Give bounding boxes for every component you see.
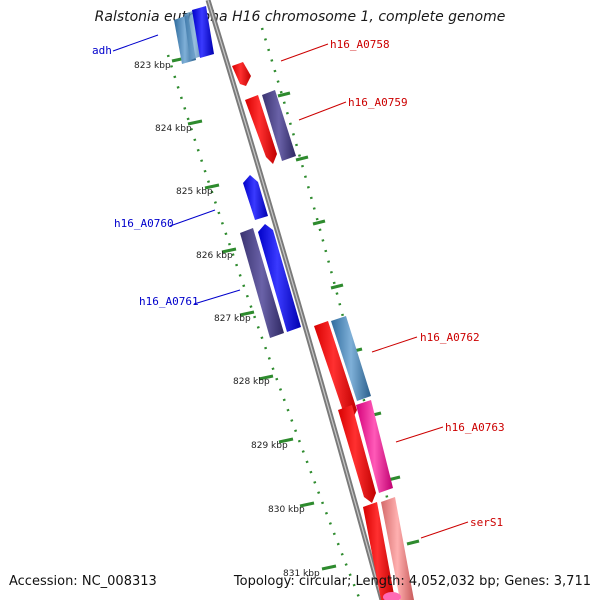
label-serS1[interactable]: serS1 bbox=[470, 516, 503, 529]
gene-h16-A0758[interactable] bbox=[232, 62, 251, 86]
label-h16-A0758[interactable]: h16_A0758 bbox=[330, 38, 390, 51]
reverse-strand-features bbox=[174, 6, 301, 338]
inner-tick-ring bbox=[166, 54, 362, 600]
label-h16-A0759[interactable]: h16_A0759 bbox=[348, 96, 408, 109]
gene-serS1[interactable] bbox=[381, 497, 414, 600]
chromosome-backbone-highlight bbox=[207, 0, 383, 600]
tick-label-829: 829 kbp bbox=[251, 441, 288, 451]
genes-text: Genes: 3,711 bbox=[496, 574, 591, 589]
length-text: Length: 4,052,032 bp bbox=[347, 574, 496, 589]
label-h16-A0761[interactable]: h16_A0761 bbox=[139, 295, 199, 308]
label-h16-A0763[interactable]: h16_A0763 bbox=[445, 421, 505, 434]
gene-labels: adh h16_A0758 h16_A0759 h16_A0760 h16_A0… bbox=[92, 38, 505, 529]
tick-label-826: 826 kbp bbox=[196, 251, 233, 261]
gene-h16-A0759-a[interactable] bbox=[245, 95, 277, 164]
gene-h16-A0763[interactable] bbox=[356, 400, 393, 493]
leader-lines bbox=[112, 34, 469, 539]
label-h16-A0762[interactable]: h16_A0762 bbox=[420, 331, 480, 344]
forward-strand-features bbox=[232, 62, 414, 600]
tick-label-824: 824 kbp bbox=[155, 124, 192, 134]
tick-labels: 823 kbp 824 kbp 825 kbp 826 kbp 827 kbp … bbox=[134, 61, 320, 579]
tick-label-825: 825 kbp bbox=[176, 187, 213, 197]
gene-serS1-a[interactable] bbox=[363, 502, 395, 600]
accession-info: Accession: NC_008313 bbox=[9, 574, 157, 589]
gene-fragment-bottom bbox=[383, 592, 401, 600]
tick-label-830: 830 kbp bbox=[268, 505, 305, 515]
major-ticks bbox=[171, 56, 337, 571]
gene-h16-A0759[interactable] bbox=[262, 90, 296, 161]
topology-text: Topology: circular bbox=[233, 574, 347, 589]
accession-value: NC_008313 bbox=[81, 574, 157, 589]
tick-label-828: 828 kbp bbox=[233, 377, 270, 387]
gene-h16-A0762[interactable] bbox=[331, 316, 371, 401]
gene-h16-A0763-a[interactable] bbox=[338, 405, 376, 503]
gene-h16-A0762-a[interactable] bbox=[314, 321, 357, 420]
tick-label-823: 823 kbp bbox=[134, 61, 171, 71]
gene-h16-A0760[interactable] bbox=[243, 175, 268, 220]
accession-label: Accession: bbox=[9, 574, 78, 589]
label-adh[interactable]: adh bbox=[92, 44, 112, 57]
gene-adh[interactable] bbox=[192, 6, 214, 58]
gene-h16-A0761-a[interactable] bbox=[240, 228, 284, 338]
label-h16-A0760[interactable]: h16_A0760 bbox=[114, 217, 174, 230]
tick-label-827: 827 kbp bbox=[214, 314, 251, 324]
gene-h16-A0761[interactable] bbox=[258, 224, 301, 332]
genome-stats: Topology: circularLength: 4,052,032 bpGe… bbox=[234, 574, 591, 589]
tick-label-831: 831 kbp bbox=[283, 569, 320, 579]
